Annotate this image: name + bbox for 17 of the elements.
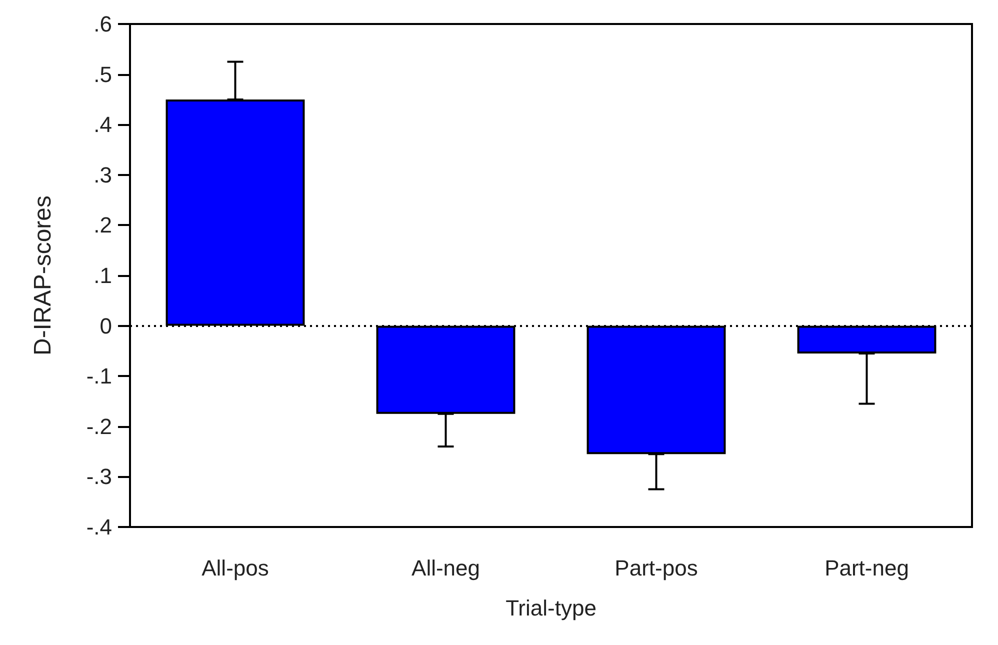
y-tick-label: .2 <box>94 212 112 238</box>
x-axis-title: Trial-type <box>506 596 596 620</box>
y-tick-label: 0 <box>100 313 112 338</box>
y-tick-label: .3 <box>94 162 112 188</box>
y-tick-label: -.4 <box>86 514 112 540</box>
x-tick-label: Part-neg <box>824 556 909 580</box>
x-tick-label: All-pos <box>202 556 269 580</box>
y-axis-title: D-IRAP-scores <box>30 195 56 356</box>
x-tick-label: Part-pos <box>614 556 698 580</box>
y-tick-label: -.3 <box>86 464 112 490</box>
y-tick-label: .1 <box>94 263 112 288</box>
x-tick-label: All-neg <box>412 556 480 580</box>
y-tick-label: .5 <box>94 62 112 87</box>
y-tick-label: -.1 <box>86 364 112 389</box>
y-tick-label: -.2 <box>86 414 112 439</box>
y-tick-label: .6 <box>94 12 112 36</box>
y-tick-label: .4 <box>94 112 112 138</box>
